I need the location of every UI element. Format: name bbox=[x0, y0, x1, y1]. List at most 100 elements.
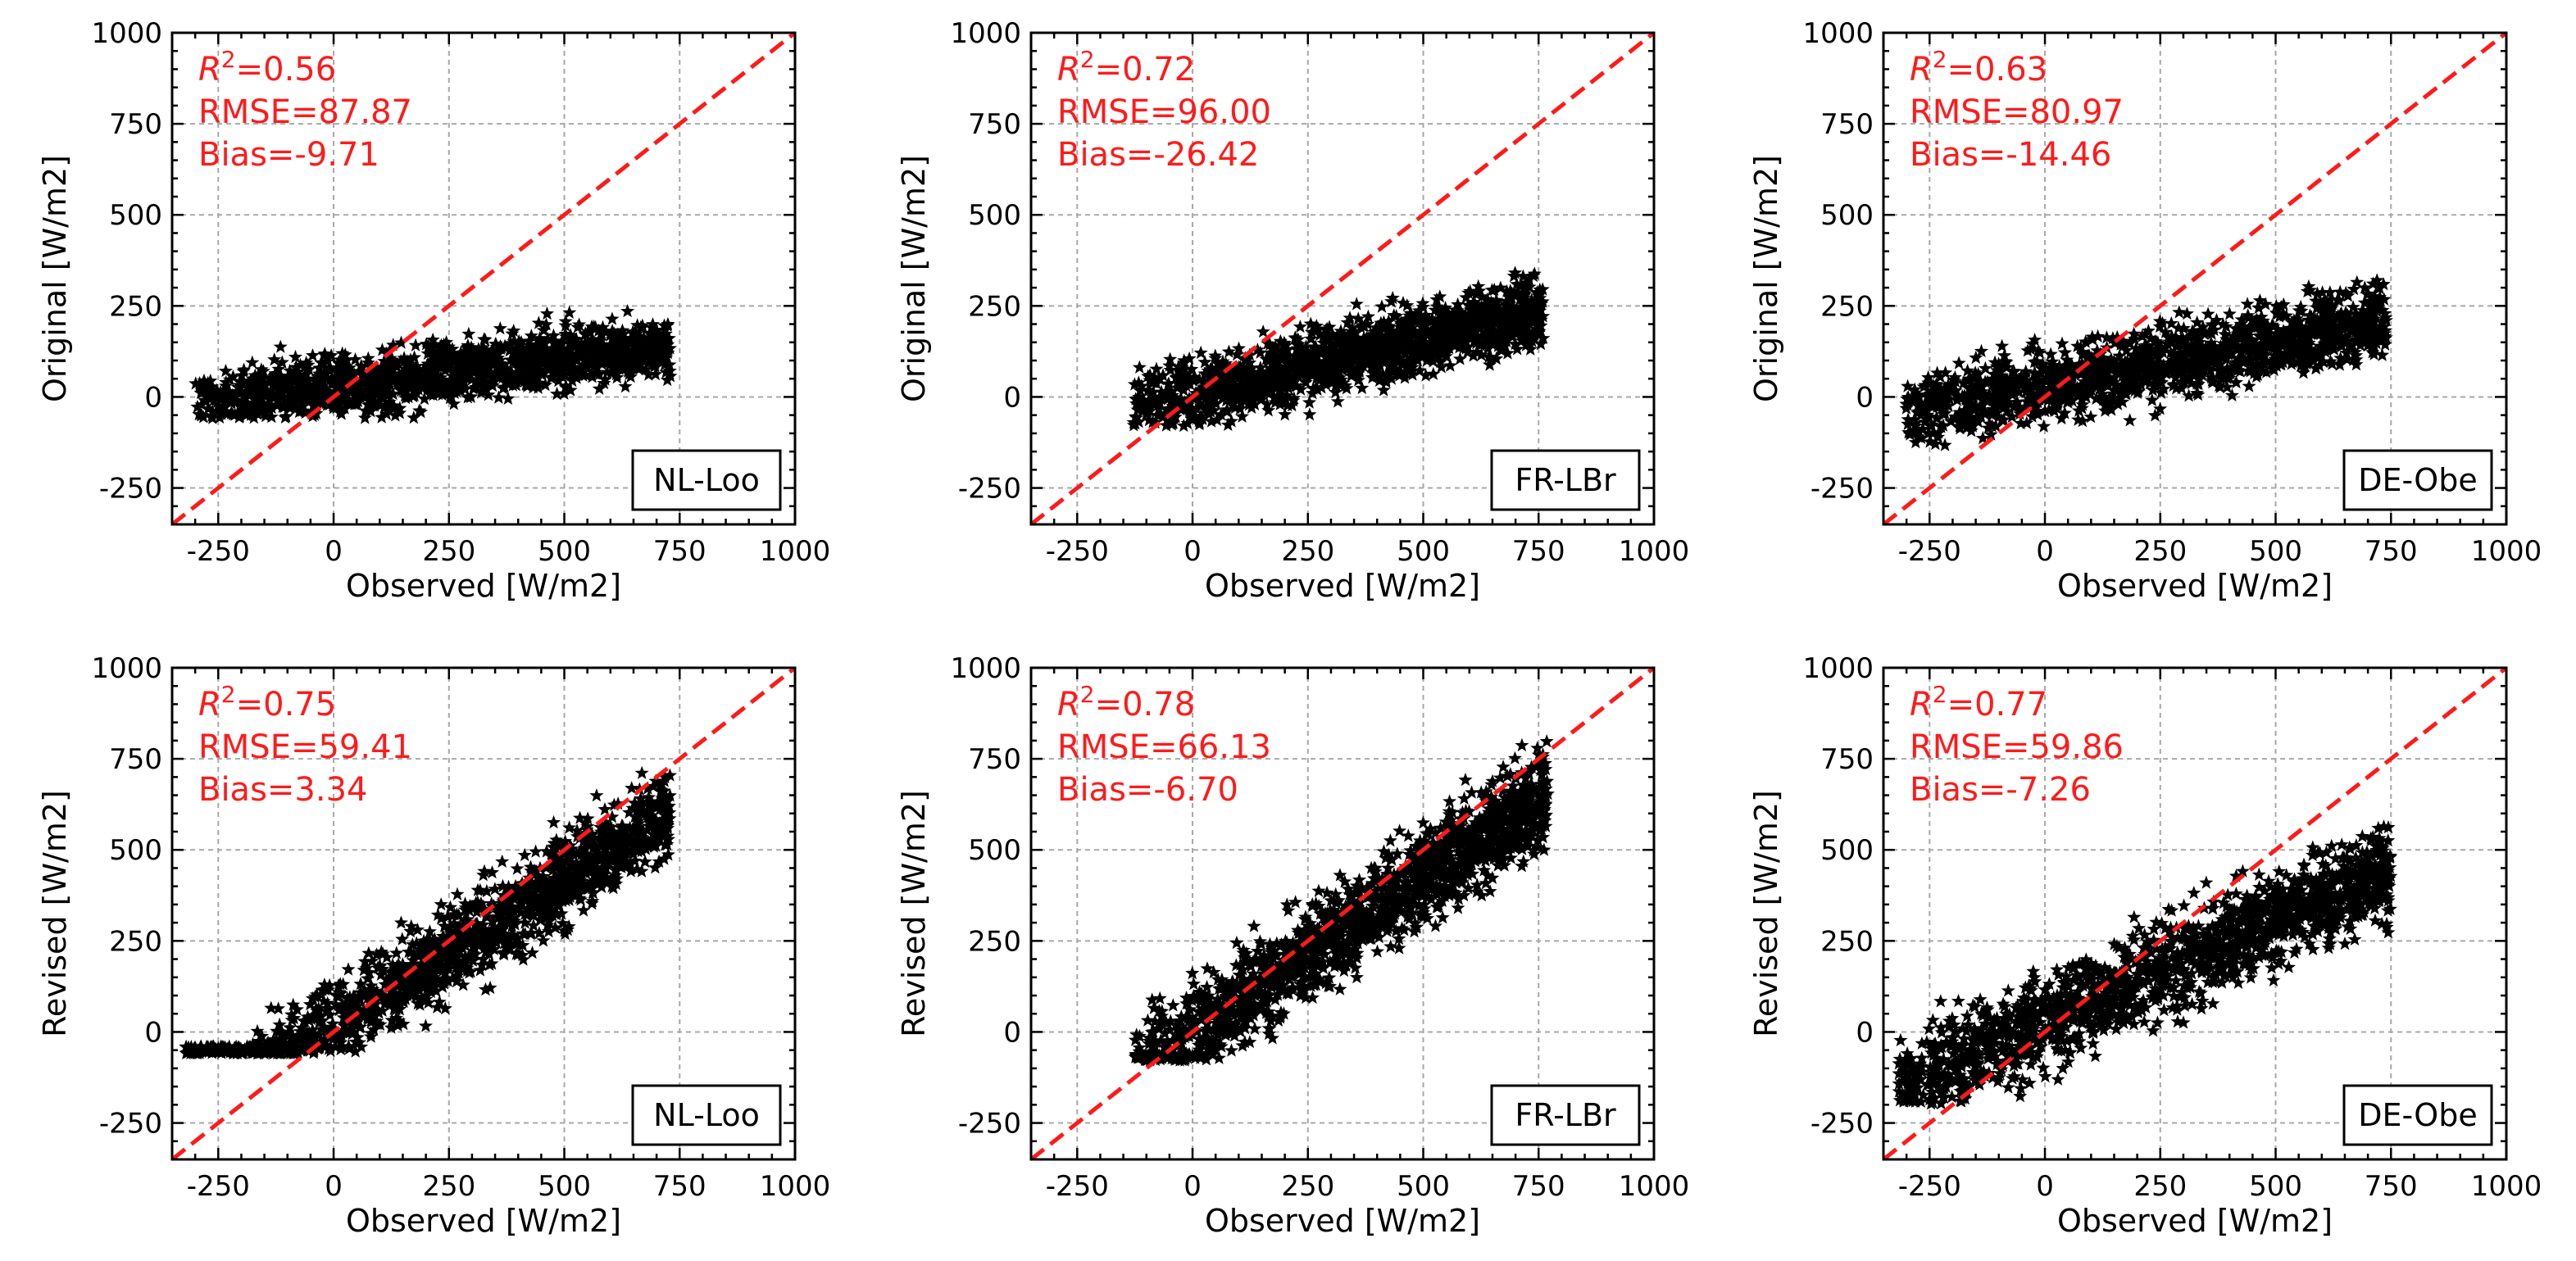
data-point bbox=[2365, 276, 2380, 290]
data-point bbox=[234, 374, 249, 388]
ticks bbox=[1031, 31, 1656, 524]
data-point bbox=[2101, 365, 2115, 379]
data-point bbox=[1497, 339, 1511, 353]
data-point bbox=[2372, 281, 2387, 295]
data-point bbox=[2096, 375, 2110, 389]
data-point bbox=[1497, 311, 1511, 326]
data-point bbox=[630, 318, 645, 332]
data-point bbox=[2206, 322, 2221, 337]
x-axis-label: Observed [W/m2] bbox=[1205, 568, 1480, 604]
data-point bbox=[575, 343, 590, 358]
data-point bbox=[1907, 412, 1922, 426]
data-point bbox=[1204, 361, 1219, 374]
data-point bbox=[1458, 310, 1473, 324]
data-point bbox=[306, 379, 320, 393]
data-point bbox=[1195, 383, 1210, 397]
data-point bbox=[2147, 408, 2162, 422]
data-point bbox=[2323, 292, 2337, 306]
data-point bbox=[2339, 309, 2354, 323]
data-point bbox=[1483, 357, 1497, 371]
data-point bbox=[1483, 308, 1498, 323]
data-point bbox=[1343, 332, 1357, 346]
data-point bbox=[339, 364, 354, 378]
data-point bbox=[1333, 354, 1348, 369]
data-point bbox=[1329, 379, 1344, 392]
data-point bbox=[1302, 395, 1317, 409]
data-point bbox=[1206, 388, 1221, 401]
data-point bbox=[2047, 403, 2062, 418]
data-point bbox=[615, 323, 629, 337]
data-point bbox=[1338, 357, 1352, 372]
data-point bbox=[2324, 334, 2339, 348]
data-point bbox=[1347, 363, 1361, 377]
data-point bbox=[2256, 341, 2271, 355]
data-point bbox=[1910, 388, 1924, 402]
data-point bbox=[2104, 396, 2119, 410]
data-point bbox=[1175, 400, 1190, 414]
data-point bbox=[2049, 390, 2064, 404]
data-point bbox=[520, 352, 534, 367]
data-point bbox=[2356, 307, 2371, 321]
data-point bbox=[1168, 410, 1183, 424]
data-point bbox=[1249, 373, 1264, 387]
data-point bbox=[1274, 395, 1288, 409]
data-point bbox=[2236, 329, 2251, 342]
data-point bbox=[501, 391, 516, 405]
data-point bbox=[634, 340, 648, 354]
r2-exponent: 2 bbox=[1933, 46, 1947, 73]
data-point bbox=[196, 410, 211, 424]
data-point bbox=[2360, 338, 2375, 352]
data-point bbox=[1970, 414, 1985, 429]
data-point bbox=[2123, 336, 2138, 350]
data-point bbox=[1284, 356, 1299, 370]
data-point bbox=[407, 411, 421, 424]
data-point bbox=[1233, 401, 1247, 415]
data-point bbox=[2124, 353, 2138, 368]
data-point bbox=[1178, 370, 1193, 384]
data-point bbox=[2346, 300, 2360, 314]
data-point bbox=[519, 343, 534, 358]
one-to-one-line bbox=[1883, 33, 2506, 524]
data-point bbox=[2288, 325, 2303, 339]
data-point bbox=[2190, 343, 2205, 357]
x-tick-label: 1000 bbox=[1619, 535, 1690, 568]
data-point bbox=[386, 398, 401, 412]
data-point bbox=[495, 854, 510, 868]
data-point bbox=[429, 371, 444, 385]
data-point bbox=[1204, 414, 1219, 428]
data-point bbox=[1235, 409, 1250, 423]
data-point bbox=[1374, 329, 1388, 343]
data-point bbox=[471, 342, 486, 356]
data-point bbox=[1519, 338, 1533, 352]
data-point bbox=[2338, 330, 2353, 344]
data-point bbox=[2006, 364, 2021, 378]
y-axis-label: Original [W/m2] bbox=[1748, 155, 1784, 402]
data-point bbox=[491, 390, 506, 404]
data-point bbox=[1924, 417, 1938, 431]
data-point bbox=[580, 324, 595, 338]
data-point bbox=[1332, 336, 1347, 350]
r2-symbol: R bbox=[1057, 51, 1080, 88]
r2-label: R2=0.63 bbox=[1910, 46, 2047, 88]
data-point bbox=[432, 348, 447, 362]
data-point bbox=[648, 367, 663, 381]
data-point bbox=[1449, 321, 1464, 335]
data-point bbox=[649, 323, 664, 338]
data-point bbox=[407, 382, 422, 396]
data-point bbox=[2043, 347, 2058, 361]
data-point bbox=[563, 362, 578, 376]
data-point bbox=[2176, 347, 2191, 361]
data-point bbox=[1952, 419, 1967, 433]
data-point bbox=[481, 388, 496, 401]
data-point bbox=[525, 361, 540, 374]
data-point bbox=[2359, 329, 2374, 344]
data-point bbox=[2197, 326, 2211, 340]
data-point bbox=[445, 342, 460, 356]
data-point bbox=[320, 351, 334, 365]
data-point bbox=[1470, 345, 1484, 359]
data-point bbox=[529, 353, 543, 367]
data-point bbox=[1466, 295, 1481, 309]
data-point bbox=[2117, 386, 2132, 400]
x-tick-label: 750 bbox=[653, 535, 706, 568]
